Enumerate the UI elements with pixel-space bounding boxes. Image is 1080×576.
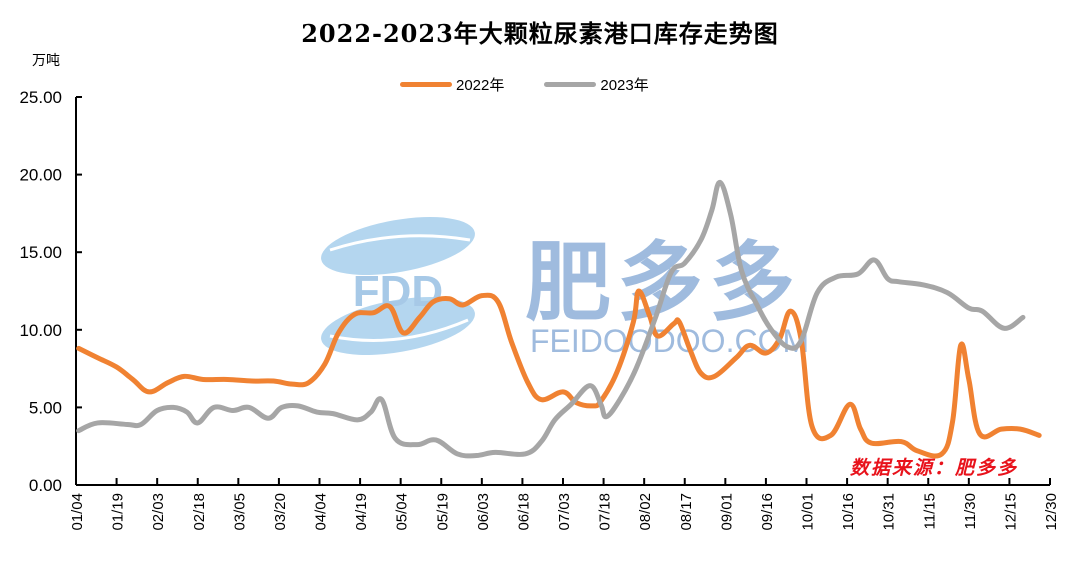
chart-title: 2022-2023年大颗粒尿素港口库存走势图 [301, 19, 779, 48]
x-tick-label: 11/15 [921, 493, 938, 529]
x-tick-label: 02/18 [191, 493, 208, 531]
watermark-logo-icon: FDD [321, 217, 475, 355]
x-tick-label: 10/01 [800, 493, 817, 531]
chart-legend: 2022年 2023年 [400, 74, 649, 95]
axes: 0.00 5.00 10.00 15.00 20.00 25.00 01/04 01/19 02… [19, 88, 1060, 531]
x-tick-label: 12/15 [1002, 493, 1019, 531]
y-tick-label: 15.00 [19, 243, 62, 262]
x-tick-label: 08/02 [637, 493, 654, 531]
x-tick-label: 03/20 [272, 493, 289, 531]
x-tick-label: 02/03 [150, 493, 167, 531]
legend-item-2023[interactable]: 2023年 [544, 74, 649, 95]
x-tick-label: 05/19 [434, 493, 451, 531]
legend-item-2022[interactable]: 2022年 [400, 74, 504, 95]
x-tick-label: 05/04 [394, 493, 411, 531]
x-tick-label: 04/19 [353, 493, 370, 531]
x-tick-label: 01/19 [110, 493, 127, 531]
y-tick-label: 25.00 [19, 88, 62, 107]
x-tick-label: 01/04 [69, 493, 86, 531]
x-tick-label: 12/30 [1043, 493, 1060, 531]
x-tick-label: 06/03 [475, 493, 492, 531]
series-lines [76, 179, 1042, 459]
x-tick-label: 10/16 [840, 493, 857, 531]
legend-label-2022: 2022年 [456, 77, 505, 94]
y-tick-label: 0.00 [29, 476, 62, 495]
x-tick-label: 10/31 [881, 493, 898, 531]
x-tick-label: 07/03 [556, 493, 573, 531]
watermark-text-cn: 肥多多 [525, 233, 801, 333]
x-tick-label: 03/05 [231, 493, 248, 531]
x-tick-label: 07/18 [597, 493, 614, 531]
y-tick-label: 20.00 [19, 166, 62, 185]
y-axis-unit-label: 万吨 [32, 53, 60, 69]
x-tick-label: 09/16 [759, 493, 776, 531]
y-tick-label: 5.00 [29, 398, 62, 417]
x-tick-label: 06/18 [515, 493, 532, 531]
x-tick-label: 09/01 [718, 493, 735, 531]
legend-swatch-2022 [400, 82, 452, 87]
data-source-note: 数据来源：肥多多 [850, 457, 1019, 479]
series-line-2022年 [76, 288, 1042, 459]
x-tick-label: 08/17 [678, 493, 695, 531]
series-line-2023年 [76, 179, 1026, 459]
legend-label-2023: 2023年 [600, 77, 649, 94]
y-tick-label: 10.00 [19, 321, 62, 340]
x-tick-label: 11/30 [962, 493, 979, 529]
x-tick-label: 04/04 [313, 493, 330, 531]
legend-swatch-2023 [544, 82, 597, 87]
